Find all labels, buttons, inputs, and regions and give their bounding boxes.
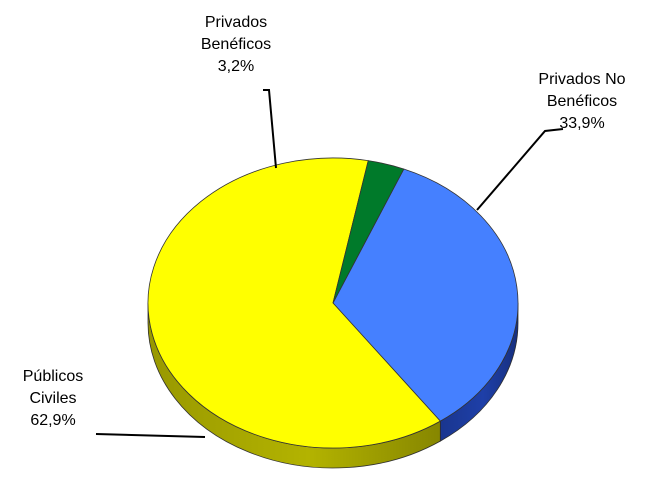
slice-label-line: Benéficos (547, 93, 617, 110)
leader-line-2 (263, 89, 277, 169)
slice-label-line: Benéficos (201, 36, 271, 53)
pie-slice-1 (147, 157, 441, 449)
slice-label-line: Privados (205, 14, 267, 31)
leader-line-0 (476, 128, 564, 211)
slice-label-2: Privados Benéficos 3,2% (201, 14, 271, 75)
pie-side-shade-0 (440, 303, 518, 442)
slice-label-0: Privados No Benéficos 33,9% (538, 71, 625, 132)
pie-side-shade-1 (148, 303, 441, 469)
pie-slice-2 (332, 160, 405, 304)
slice-label-line: Civiles (29, 390, 76, 407)
slice-label-line: 62,9% (30, 412, 75, 429)
slice-label-line: 33,9% (559, 115, 604, 132)
slice-label-line: Públicos (23, 368, 83, 385)
leader-line-1 (95, 433, 206, 438)
pie-top-layer (147, 157, 519, 449)
slice-label-1: Públicos Civiles 62,9% (23, 368, 83, 429)
slice-label-line: Privados No (538, 71, 625, 88)
pie-slice-0 (332, 168, 519, 422)
slice-labels: Privados No Benéficos 33,9% Públicos Civiles… (23, 14, 626, 429)
pie-side-layer (147, 302, 519, 469)
leader-lines (95, 89, 564, 438)
slice-label-line: 3,2% (218, 58, 254, 75)
